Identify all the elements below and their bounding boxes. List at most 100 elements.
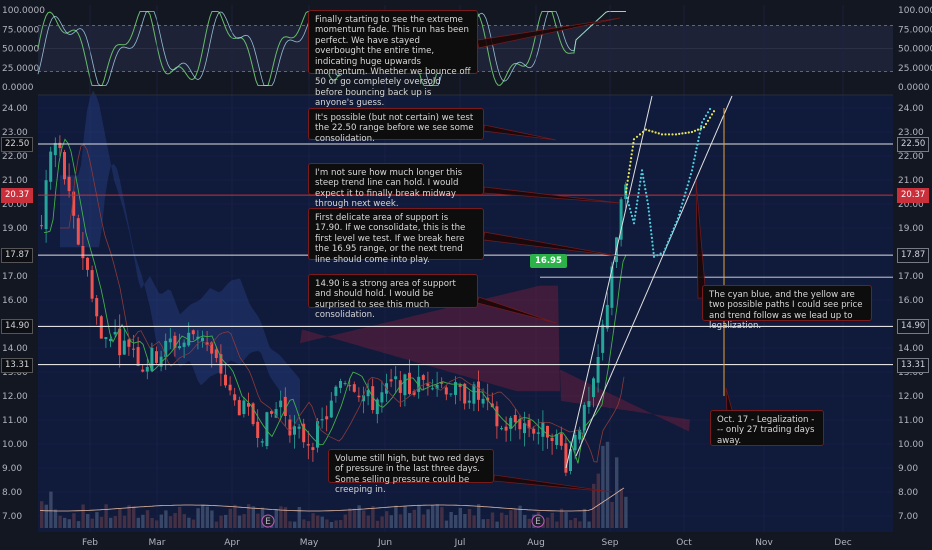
candle-body [86, 257, 89, 270]
candle-body [536, 432, 540, 434]
volume-bar [472, 515, 476, 528]
candle-body [113, 332, 117, 335]
cyan-path-dot [643, 184, 646, 187]
candle-body [394, 376, 398, 380]
volume-bar [546, 517, 550, 528]
price-tick-left: 20.00 [2, 200, 28, 210]
candle-body [435, 384, 439, 389]
volume-bar [214, 521, 219, 528]
cyan-path-dot [704, 114, 708, 117]
yellow-path-dot [641, 130, 645, 134]
candle-body [233, 394, 237, 401]
yellow-path-dot [628, 164, 632, 167]
yellow-path-dot [644, 128, 648, 131]
candle-body [251, 403, 255, 425]
candle-body [380, 392, 384, 403]
cyan-path-dot [693, 158, 696, 161]
yellow-path-dot [696, 128, 700, 131]
level-tag-right: 22.50 [897, 137, 930, 152]
volume-bar [481, 519, 485, 528]
candle-body [467, 400, 471, 403]
price-tick-right: 14.00 [898, 344, 924, 354]
volume-bar [49, 491, 53, 528]
volume-bar [454, 515, 458, 528]
yellow-path-dot [690, 130, 694, 134]
volume-bar [348, 508, 352, 528]
candle-body [481, 398, 485, 404]
volume-bar [325, 519, 329, 528]
volume-bar [159, 514, 163, 528]
candle-body [408, 372, 411, 394]
candle-body [440, 382, 444, 384]
cyan-path-dot [682, 198, 685, 201]
cyan-path-dot [706, 111, 710, 114]
volume-bar [527, 518, 531, 528]
cyan-path-dot [694, 150, 697, 153]
yellow-path-dot [710, 113, 714, 116]
candle-body [205, 342, 209, 345]
conversion-line [43, 138, 627, 464]
volume-bar [63, 517, 67, 528]
earnings-marker-label: E [535, 517, 541, 527]
volume-bar [127, 505, 131, 528]
x-tick-may: May [300, 538, 319, 548]
cyan-path-dot [631, 218, 635, 221]
level-tag-left: 14.90 [1, 319, 34, 335]
cyan-path-dot [674, 224, 677, 227]
volume-bar [247, 504, 251, 528]
volume-bar [619, 488, 623, 528]
volume-ma-line [39, 487, 625, 512]
candle-body [90, 270, 94, 299]
price-tick-right: 10.00 [898, 440, 924, 450]
volume-bar [168, 516, 173, 528]
volume-bar [178, 506, 182, 528]
yellow-path-dot [625, 187, 628, 190]
volume-bar [509, 510, 513, 528]
annotation-trendline: I'm not sure how much longer this steep … [308, 163, 484, 209]
price-tick-left: 17.00 [2, 272, 28, 282]
cyan-path-dot [702, 117, 706, 121]
level-tag-right: 14.90 [897, 319, 930, 335]
volume-bar [311, 513, 315, 528]
volume-bar [191, 519, 196, 528]
volume-bar [302, 519, 306, 528]
cyan-path-dot [690, 169, 694, 172]
yellow-path-dot [626, 179, 629, 182]
candle-body [224, 374, 227, 386]
x-tick-oct: Oct [676, 538, 692, 548]
volume-bar [141, 514, 145, 528]
candle-body [44, 180, 48, 229]
volume-bar [81, 504, 85, 528]
candle-body [256, 421, 260, 438]
annotation-momentum: Finally starting to see the extreme mome… [308, 10, 478, 108]
cyan-path-dot [637, 191, 640, 195]
candle-body [81, 246, 85, 259]
candle-body [458, 384, 462, 387]
cyan-path-dot [656, 254, 659, 257]
candle-body [412, 391, 416, 395]
oscillator-tick-left: 25.0000 [2, 64, 39, 74]
candle-body [145, 366, 149, 372]
volume-bar [555, 521, 559, 528]
candle-body [53, 143, 57, 156]
candle-body [182, 342, 186, 347]
cyan-path-dot [691, 165, 694, 168]
callout-trendline [483, 186, 621, 204]
candle-body [582, 404, 586, 431]
candle-body [527, 420, 531, 429]
yellow-path-dot [631, 145, 635, 148]
volume-bar [375, 520, 380, 528]
candle-body [293, 426, 296, 435]
volume-bar [205, 506, 209, 528]
price-label-1695: 16.95 [530, 254, 567, 268]
candle-body [389, 379, 393, 382]
cyan-path-dot [642, 180, 646, 183]
cyan-path-dot [679, 209, 682, 213]
callout-support-1490 [476, 296, 557, 324]
level-tag-right: 13.31 [897, 357, 930, 373]
volume-bar [362, 510, 366, 528]
volume-bar [237, 515, 242, 528]
candle-body [270, 411, 273, 414]
volume-bar [201, 504, 205, 528]
volume-bar [421, 514, 426, 528]
